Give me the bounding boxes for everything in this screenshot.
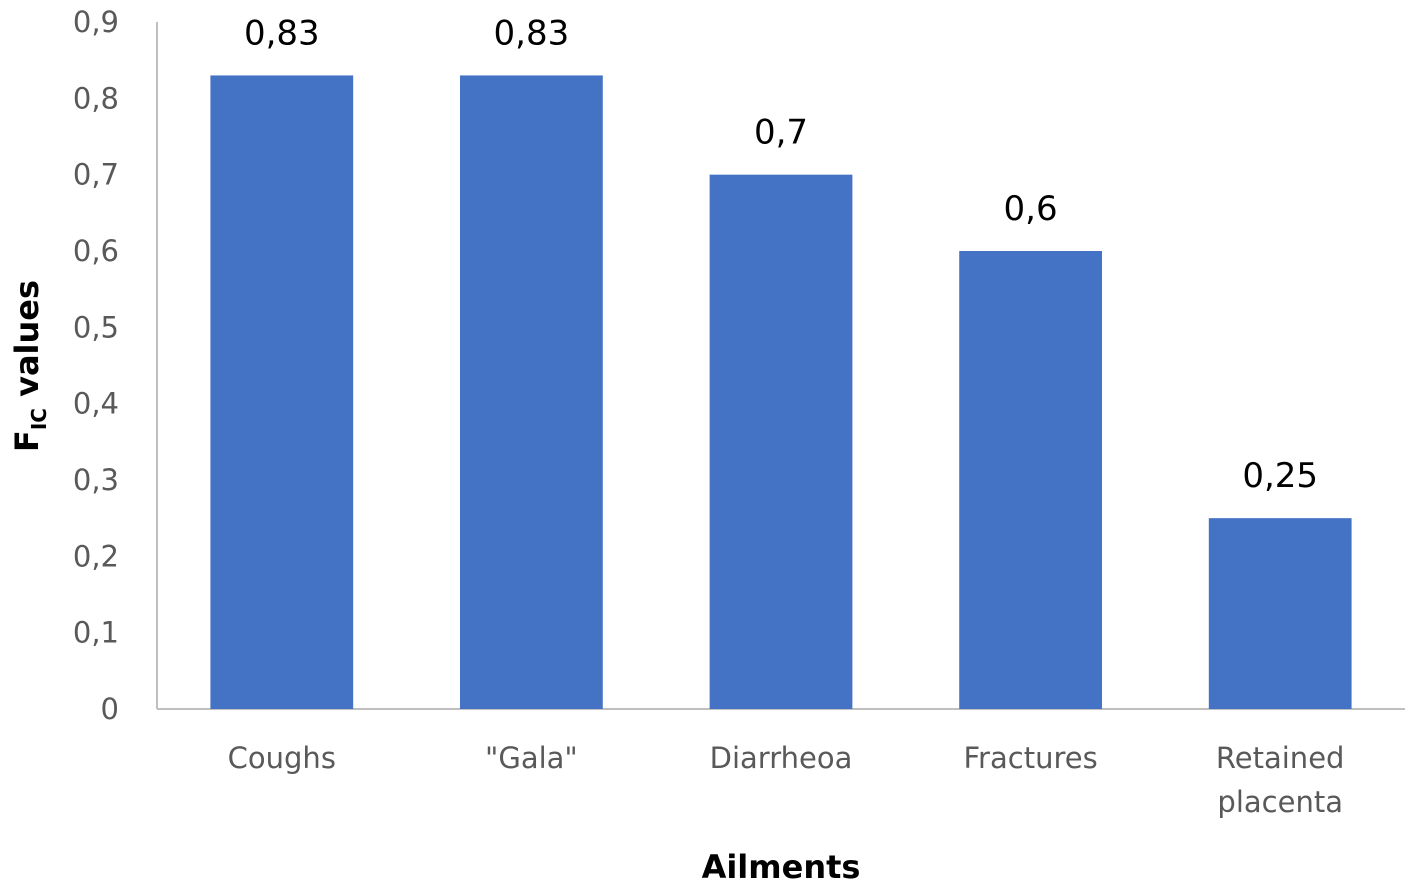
- y-tick-label: 0,2: [73, 539, 119, 573]
- data-label: 0,6: [1004, 189, 1058, 229]
- y-tick-label: 0,8: [73, 81, 119, 115]
- category-label-line: "Gala": [485, 741, 578, 775]
- y-tick-label: 0,9: [73, 5, 119, 39]
- y-axis-title-main: F: [8, 430, 46, 452]
- y-axis-title-subscript: IC: [27, 408, 51, 430]
- category-label: Retained placenta: [1216, 741, 1345, 819]
- data-labels: 0,83 0,83 0,7 0,6 0,25: [244, 13, 1318, 496]
- y-tick-label: 0,6: [73, 234, 119, 268]
- category-label-line: Coughs: [228, 741, 336, 775]
- category-labels: Coughs "Gala" Diarrheoa Fractures Retained pl…: [228, 741, 1345, 819]
- y-tick-label: 0,4: [73, 387, 119, 421]
- category-label-line: Fractures: [963, 741, 1097, 775]
- x-axis-title: Ailments: [702, 848, 861, 886]
- data-label: 0,83: [494, 13, 570, 53]
- data-label: 0,83: [244, 13, 320, 53]
- bar: [210, 75, 354, 709]
- bar: [959, 251, 1102, 709]
- category-label-line: Diarrheoa: [710, 741, 853, 775]
- category-label: "Gala": [485, 741, 578, 775]
- category-label: Diarrheoa: [710, 741, 853, 775]
- y-tick-label: 0: [101, 692, 119, 726]
- data-label: 0,25: [1242, 456, 1318, 496]
- bar: [460, 75, 603, 709]
- data-label: 0,7: [754, 113, 808, 153]
- bars: [210, 75, 1352, 709]
- y-axis-title: FIC values: [8, 280, 51, 452]
- y-tick-label: 0,3: [73, 463, 119, 497]
- category-label-line: Retained: [1216, 741, 1345, 775]
- y-axis-title-rest: values: [8, 280, 46, 408]
- bar: [709, 174, 853, 709]
- category-label-line: placenta: [1217, 785, 1343, 819]
- y-tick-label: 0,1: [73, 616, 119, 650]
- y-tick-labels: 0 0,1 0,2 0,3 0,4 0,5 0,6 0,7 0,8 0,9: [73, 5, 119, 726]
- y-tick-label: 0,5: [73, 310, 119, 344]
- y-tick-label: 0,7: [73, 158, 119, 192]
- category-label: Fractures: [963, 741, 1097, 775]
- category-label: Coughs: [228, 741, 336, 775]
- bar: [1208, 518, 1352, 709]
